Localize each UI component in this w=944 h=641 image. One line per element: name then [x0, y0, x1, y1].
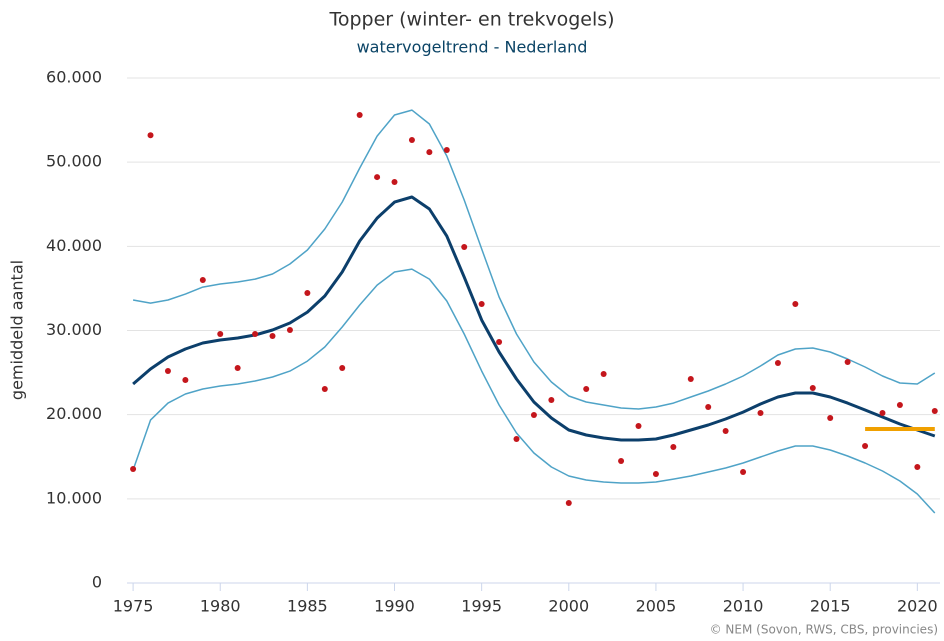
chart-title: Topper (winter- en trekvogels)	[328, 9, 614, 31]
y-tick-label: 50.000	[46, 152, 102, 171]
x-tick-label: 1980	[200, 597, 241, 616]
data-point	[530, 412, 537, 419]
x-tick-label: 1985	[287, 597, 328, 616]
data-point	[339, 365, 346, 372]
data-point	[408, 137, 415, 144]
data-point	[774, 359, 781, 366]
data-point	[565, 500, 572, 507]
data-point	[931, 408, 938, 415]
y-tick-label: 0	[92, 573, 102, 592]
x-tick-label: 1990	[374, 597, 415, 616]
x-tick-label: 2000	[548, 597, 589, 616]
data-point	[182, 376, 189, 383]
data-point	[705, 404, 712, 411]
y-axis-label: gemiddeld aantal	[8, 260, 27, 400]
data-point	[286, 326, 293, 333]
x-tick-label: 1995	[461, 597, 502, 616]
data-point	[478, 300, 485, 307]
band-line	[132, 109, 936, 410]
x-tick-label: 1975	[113, 597, 154, 616]
data-point	[879, 409, 886, 416]
data-point	[321, 385, 328, 392]
y-tick-label: 30.000	[46, 320, 102, 339]
data-point	[827, 415, 834, 422]
data-point	[548, 397, 555, 404]
data-point	[269, 333, 276, 340]
data-point	[217, 331, 224, 338]
data-point	[356, 112, 363, 119]
data-point	[234, 365, 241, 372]
data-point	[443, 147, 450, 154]
y-tick-label: 20.000	[46, 404, 102, 423]
credit: © NEM (Sovon, RWS, CBS, provincies)	[710, 623, 938, 637]
data-point	[461, 244, 468, 251]
data-point	[740, 468, 747, 475]
data-point	[862, 442, 869, 449]
data-point	[652, 471, 659, 478]
data-point	[670, 443, 677, 450]
trend-line	[132, 195, 936, 442]
data-point	[304, 290, 311, 297]
x-tick-label: 2005	[636, 597, 677, 616]
x-tick-label: 2010	[723, 597, 764, 616]
band-line	[132, 268, 936, 514]
data-point	[896, 401, 903, 408]
data-point	[391, 179, 398, 186]
data-point	[914, 464, 921, 471]
data-point	[600, 371, 607, 378]
data-point	[583, 385, 590, 392]
data-point	[147, 132, 154, 139]
x-tick-label: 2015	[810, 597, 851, 616]
data-point	[496, 339, 503, 346]
x-tick-label: 2020	[897, 597, 938, 616]
data-point	[792, 300, 799, 307]
data-point	[374, 174, 381, 181]
data-point	[164, 367, 171, 374]
data-point	[809, 384, 816, 391]
data-point	[199, 277, 206, 283]
data-point	[757, 409, 764, 416]
y-tick-label: 10.000	[46, 488, 102, 507]
y-tick-label: 40.000	[46, 236, 102, 255]
data-point	[618, 458, 625, 465]
data-point	[426, 149, 433, 156]
chart-subtitle: watervogeltrend - Nederland	[357, 38, 588, 57]
y-tick-label: 60.000	[46, 68, 102, 87]
data-point	[844, 358, 851, 365]
data-point	[687, 375, 694, 382]
data-point	[722, 427, 729, 434]
data-point	[635, 423, 642, 430]
data-point	[513, 435, 520, 442]
data-point	[252, 331, 259, 338]
data-point	[130, 466, 137, 473]
